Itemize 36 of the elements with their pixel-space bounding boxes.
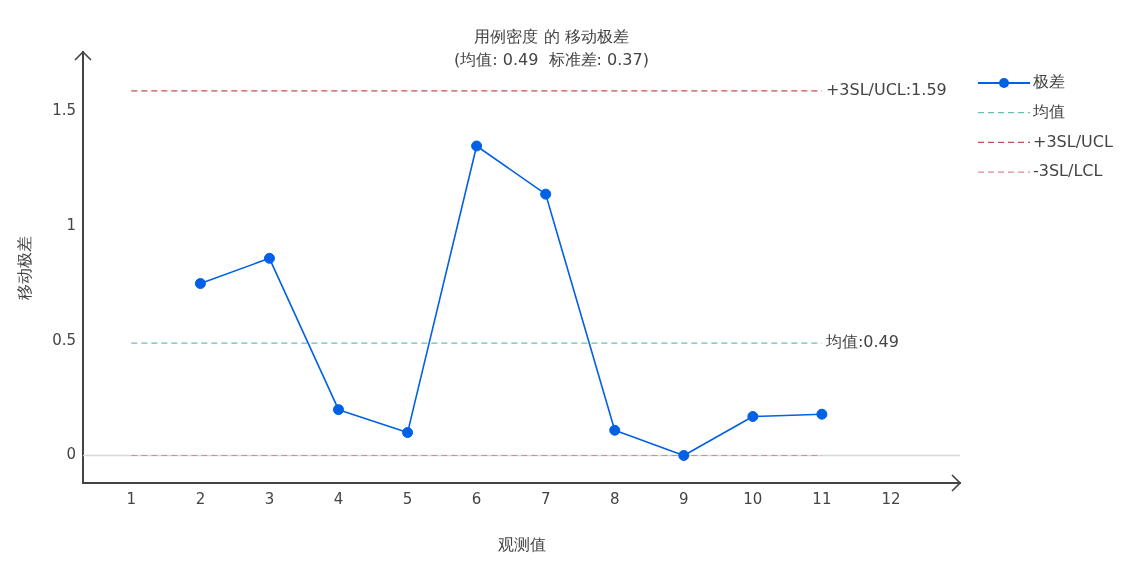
legend-label: -3SL/LCL <box>1033 161 1103 181</box>
x-tick-label: 12 <box>881 489 901 508</box>
y-tick-label: 1 <box>66 216 76 235</box>
x-tick-label: 6 <box>471 489 482 508</box>
legend-label: 极差 <box>1032 72 1065 92</box>
x-tick-label: 5 <box>402 489 413 508</box>
x-tick-label: 9 <box>679 489 689 508</box>
point <box>263 252 275 264</box>
point <box>333 404 344 416</box>
x-tick-label: 10 <box>743 489 763 508</box>
chart-subtitle: (均值: 0.49 标准差: 0.37) <box>454 50 649 70</box>
x-tick-label: 7 <box>540 489 551 508</box>
point <box>402 427 414 439</box>
y-tick-label: 1.5 <box>52 101 76 120</box>
point <box>194 278 206 290</box>
legend-label: 均值 <box>1032 101 1065 121</box>
y-axis-title: 移动极差 <box>14 235 34 300</box>
y-tick-label: 0.5 <box>52 330 76 349</box>
x-tick-label: 1 <box>126 489 137 508</box>
x-axis-title: 观测值 <box>497 534 546 554</box>
point <box>747 411 759 423</box>
x-tick-label: 2 <box>195 489 206 508</box>
x-tick-label: 3 <box>264 489 275 508</box>
point <box>540 188 552 200</box>
x-tick-label: 4 <box>333 489 344 508</box>
point <box>678 449 690 461</box>
x-tick-label: 11 <box>812 489 832 508</box>
chart-title: 用例密度 的 移动极差 <box>474 27 629 47</box>
x-tick-label: 8 <box>609 489 620 508</box>
point <box>816 408 828 420</box>
point <box>471 140 483 152</box>
annotation: 均值:0.49 <box>824 332 899 352</box>
y-tick-label: 0 <box>66 445 76 464</box>
point <box>609 424 621 436</box>
annotation: +3SL/UCL:1.59 <box>825 80 947 100</box>
legend-label: +3SL/UCL <box>1033 131 1113 151</box>
